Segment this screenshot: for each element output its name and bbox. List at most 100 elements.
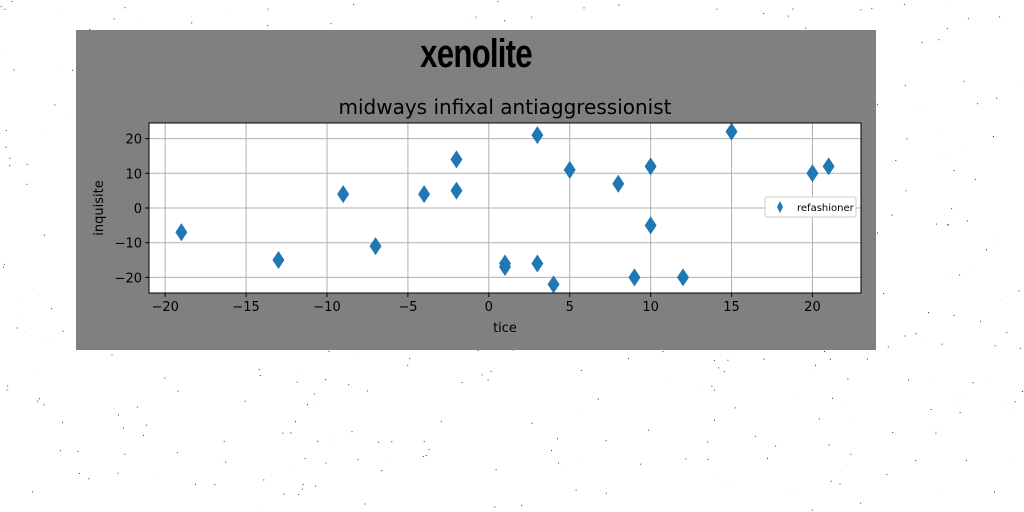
noise-dot [0, 6, 2, 8]
x-tick-label: −15 [232, 300, 259, 315]
noise-dot [791, 490, 793, 492]
data-point [612, 174, 625, 193]
legend: refashioner [764, 196, 857, 218]
noise-dot [930, 409, 932, 410]
data-point [644, 157, 657, 176]
noise-dot [1014, 458, 1016, 460]
noise-dot [959, 274, 961, 276]
noise-dot [267, 25, 269, 26]
noise-dot [575, 489, 577, 491]
noise-dot [640, 463, 642, 465]
noise-dot [113, 18, 115, 20]
noise-dot [72, 69, 73, 71]
noise-dot [828, 444, 830, 446]
data-points [175, 122, 835, 294]
noise-dot [353, 4, 355, 6]
noise-dot [775, 445, 777, 447]
noise-dot [214, 484, 216, 485]
noise-dot [313, 406, 315, 408]
data-point [175, 223, 188, 242]
noise-dot [558, 462, 560, 464]
noise-dot [32, 288, 34, 290]
noise-dot [2, 266, 4, 268]
legend-marker-diamond-icon [777, 201, 783, 213]
noise-dot [904, 84, 906, 86]
noise-dot [124, 7, 126, 9]
noise-dot [6, 389, 8, 391]
noise-dot [953, 314, 955, 316]
noise-dot [892, 160, 893, 162]
noise-dot [330, 439, 332, 441]
noise-dot [325, 462, 327, 464]
noise-dot [259, 374, 261, 376]
noise-dot [324, 379, 326, 381]
noise-dot [258, 369, 260, 371]
noise-dot [378, 441, 380, 443]
noise-dot [824, 351, 825, 352]
noise-dot [796, 394, 798, 396]
noise-dot [847, 378, 849, 380]
noise-dot [947, 223, 949, 225]
data-point [725, 122, 738, 141]
noise-dot [727, 480, 729, 482]
noise-dot [494, 506, 496, 508]
noise-dot [1006, 331, 1008, 333]
noise-dot [707, 458, 709, 460]
noise-dot [648, 429, 650, 431]
noise-dot [59, 450, 61, 452]
noise-dot [190, 16, 192, 18]
figure-suptitle: xenolite [420, 32, 532, 76]
noise-dot [290, 432, 292, 434]
noise-dot [965, 459, 967, 461]
noise-dot [267, 8, 269, 10]
noise-dot [47, 343, 49, 345]
noise-dot [699, 389, 701, 391]
noise-dot [605, 492, 607, 494]
noise-dot [714, 419, 715, 421]
data-point [499, 257, 511, 276]
noise-dot [298, 493, 300, 495]
noise-dot [938, 130, 940, 132]
data-point [272, 251, 285, 270]
noise-dot [986, 249, 987, 251]
noise-dot [164, 377, 166, 379]
noise-dot [294, 465, 296, 467]
noise-dot [963, 80, 965, 82]
noise-dot [461, 382, 463, 383]
noise-dot [951, 208, 953, 210]
noise-dot [9, 157, 11, 159]
noise-dot [16, 327, 18, 329]
noise-dot [557, 438, 558, 440]
noise-dot [1018, 290, 1020, 292]
noise-dot [262, 368, 264, 370]
noise-dot [839, 483, 841, 485]
data-point [369, 237, 382, 256]
noise-dot [475, 16, 477, 18]
noise-dot [903, 3, 905, 5]
figure-panel: xenolite midways infixal antiaggressioni… [76, 30, 876, 350]
x-tick-label: 10 [642, 300, 659, 315]
noise-dot [905, 190, 907, 192]
noise-dot [662, 351, 664, 353]
y-tick-label: 20 [125, 133, 142, 148]
noise-dot [892, 432, 894, 434]
noise-dot [59, 71, 61, 72]
noise-dot [36, 373, 38, 375]
noise-dot [88, 478, 90, 480]
noise-dot [938, 493, 940, 495]
noise-dot [866, 358, 868, 360]
noise-dot [256, 509, 258, 511]
noise-dot [921, 41, 923, 43]
noise-dot [849, 421, 851, 423]
noise-dot [787, 15, 789, 17]
noise-dot [904, 335, 906, 337]
x-tick-label: −20 [151, 300, 178, 315]
noise-dot [521, 504, 523, 506]
noise-dot [301, 488, 303, 490]
noise-dot [669, 381, 671, 383]
y-tick-label: 10 [125, 167, 142, 182]
noise-dot [715, 474, 717, 476]
noise-dot [915, 333, 917, 335]
noise-dot [467, 17, 469, 18]
noise-dot [727, 359, 729, 361]
